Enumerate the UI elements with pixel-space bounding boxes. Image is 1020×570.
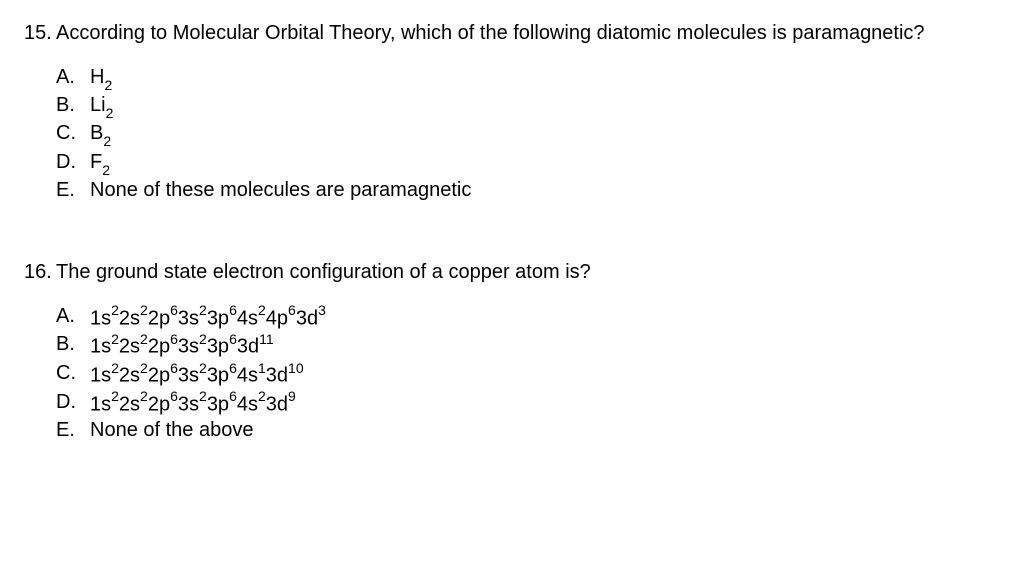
option-letter: B. [56, 92, 90, 120]
question-15-options: A. H2 B. Li2 C. B2 D. F2 E. None of thes… [56, 64, 996, 203]
question-text: According to Molecular Orbital Theory, w… [56, 20, 996, 46]
question-15: 15. According to Molecular Orbital Theor… [24, 20, 996, 203]
option-text: 1s22s22p63s23p64s13d10 [90, 360, 304, 389]
option-text: 1s22s22p63s23p63d11 [90, 331, 274, 360]
option-b: B. 1s22s22p63s23p63d11 [56, 331, 996, 360]
option-letter: A. [56, 64, 90, 92]
option-d: D. F2 [56, 149, 996, 177]
question-16-options: A. 1s22s22p63s23p64s24p63d3 B. 1s22s22p6… [56, 303, 996, 444]
question-16: 16. The ground state electron configurat… [24, 259, 996, 444]
question-15-stem: 15. According to Molecular Orbital Theor… [24, 20, 996, 46]
question-number: 16. [24, 259, 56, 285]
question-16-stem: 16. The ground state electron configurat… [24, 259, 996, 285]
option-e: E. None of these molecules are paramagne… [56, 177, 996, 203]
option-letter: D. [56, 149, 90, 177]
option-text: None of the above [90, 417, 253, 443]
option-c: C. 1s22s22p63s23p64s13d10 [56, 360, 996, 389]
option-a: A. H2 [56, 64, 996, 92]
question-text: The ground state electron configuration … [56, 259, 996, 285]
option-letter: D. [56, 389, 90, 418]
option-d: D. 1s22s22p63s23p64s23d9 [56, 389, 996, 418]
option-text: None of these molecules are paramagnetic [90, 177, 471, 203]
option-c: C. B2 [56, 120, 996, 148]
option-text: Li2 [90, 92, 113, 120]
option-letter: C. [56, 120, 90, 148]
option-letter: B. [56, 331, 90, 360]
question-number: 15. [24, 20, 56, 46]
option-b: B. Li2 [56, 92, 996, 120]
option-text: 1s22s22p63s23p64s24p63d3 [90, 303, 326, 332]
option-a: A. 1s22s22p63s23p64s24p63d3 [56, 303, 996, 332]
option-text: B2 [90, 120, 111, 148]
option-text: 1s22s22p63s23p64s23d9 [90, 389, 296, 418]
option-letter: C. [56, 360, 90, 389]
option-e: E. None of the above [56, 417, 996, 443]
option-letter: A. [56, 303, 90, 332]
option-text: H2 [90, 64, 112, 92]
option-letter: E. [56, 417, 90, 443]
option-letter: E. [56, 177, 90, 203]
option-text: F2 [90, 149, 110, 177]
